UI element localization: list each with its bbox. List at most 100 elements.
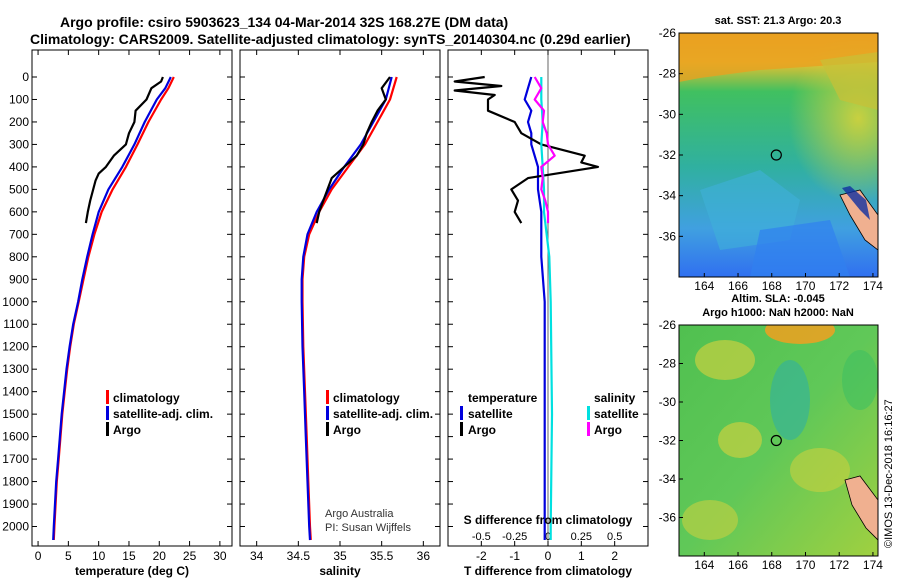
legend-swatch-s-satellite [587, 406, 590, 420]
s-tick-label: -0.5 [472, 531, 491, 543]
map-y-tick-label: -30 [659, 395, 677, 409]
figure-title-line2: Climatology: CARS2009. Satellite-adjuste… [30, 31, 631, 47]
y-tick-label: 100 [9, 92, 29, 106]
legend-swatch-t-satellite [460, 406, 463, 420]
argo-line [84, 76, 164, 224]
y-tick-label: 500 [9, 182, 29, 196]
legend-swatch-satellite [326, 406, 329, 420]
map-y-tick-label: -34 [659, 472, 677, 486]
argo-position-marker [770, 434, 782, 447]
temperature-xlabel: temperature (deg C) [75, 564, 189, 578]
salinity-xlabel: salinity [319, 564, 361, 578]
map-x-tick-label: 168 [762, 558, 782, 572]
map-y-tick-label: -32 [659, 434, 677, 448]
legend-swatch-climatology [106, 390, 109, 404]
y-tick-label: 600 [9, 205, 29, 219]
s-tick-label: -0.25 [502, 531, 527, 543]
s-tick-label: 0.25 [571, 531, 592, 543]
map-x-tick-label: 166 [728, 558, 748, 572]
map-x-tick-label: 170 [795, 279, 815, 293]
x-tick-label: -2 [476, 549, 487, 563]
legend-swatch-satellite [106, 406, 109, 420]
sla-map-title-line2: Argo h1000: NaN h2000: NaN [702, 307, 854, 319]
credit-line2: PI: Susan Wijffels [325, 522, 411, 534]
sla-map-title-line1: Altim. SLA: -0.045 [731, 293, 825, 305]
temperature-panel: 0100200300400500600700800900100011001200… [2, 49, 233, 578]
map-x-tick-label: 172 [829, 558, 849, 572]
t-difference-xlabel: T difference from climatology [464, 564, 632, 578]
map-x-tick-label: 170 [795, 558, 815, 572]
sla-field [679, 325, 878, 556]
x-tick-label: 20 [153, 549, 167, 563]
salinity-axes-box [239, 49, 441, 547]
satellite-adj-clim-line [52, 76, 172, 541]
x-tick-label: -1 [509, 549, 520, 563]
y-tick-label: 900 [9, 272, 29, 286]
difference-legend: temperature salinity satellite Argo sate… [460, 391, 639, 437]
y-tick-label: 1800 [2, 475, 29, 489]
x-tick-label: 1 [578, 549, 585, 563]
y-tick-label: 1000 [2, 295, 29, 309]
legend-label-climatology: climatology [113, 391, 180, 405]
x-tick-label: 0 [545, 549, 552, 563]
y-tick-label: 2000 [2, 520, 29, 534]
legend-label-t-argo: Argo [468, 423, 496, 437]
y-tick-label: 1700 [2, 452, 29, 466]
map-y-tick-label: -30 [659, 107, 677, 121]
legend-label-satellite: satellite-adj. clim. [333, 407, 433, 421]
salinity-argo-line [533, 76, 556, 224]
y-tick-label: 700 [9, 227, 29, 241]
legend-label-t-satellite: satellite [468, 407, 513, 421]
climatology-line [52, 76, 175, 541]
y-tick-label: 1400 [2, 385, 29, 399]
x-tick-label: 2 [611, 549, 618, 563]
sst-map-title: sat. SST: 21.3 Argo: 20.3 [715, 15, 842, 27]
y-tick-label: 1300 [2, 362, 29, 376]
s-tick-label: 0.5 [607, 531, 622, 543]
x-tick-label: 25 [183, 549, 197, 563]
temperature-satellite-line [523, 76, 546, 540]
temperature-argo-line [453, 75, 600, 224]
y-tick-label: 400 [9, 160, 29, 174]
x-tick-label: 0 [35, 549, 42, 563]
y-tick-label: 800 [9, 250, 29, 264]
sst-field [679, 33, 878, 277]
y-tick-label: 1600 [2, 430, 29, 444]
legend-label-argo: Argo [333, 423, 361, 437]
map-x-tick-label: 166 [728, 279, 748, 293]
sla-map: Altim. SLA: -0.045 Argo h1000: NaN h2000… [659, 293, 884, 572]
map-y-tick-label: -32 [659, 148, 677, 162]
imos-timestamp: ©IMOS 13-Dec-2018 16:16:27 [883, 399, 895, 548]
y-tick-label: 1200 [2, 340, 29, 354]
legend-label-s-argo: Argo [594, 423, 622, 437]
temperature-axes-box [31, 49, 233, 547]
x-tick-label: 10 [92, 549, 106, 563]
climatology-line [301, 76, 398, 541]
map-x-tick-label: 174 [863, 279, 883, 293]
s-difference-xlabel: S difference from climatology [464, 513, 633, 527]
legend-swatch-s-argo [587, 422, 590, 436]
map-y-tick-label: -28 [659, 67, 677, 81]
figure-title-line1: Argo profile: csiro 5903623_134 04-Mar-2… [60, 14, 508, 30]
map-y-tick-label: -34 [659, 189, 677, 203]
y-tick-label: 200 [9, 115, 29, 129]
legend-label-satellite: satellite-adj. clim. [113, 407, 213, 421]
legend-label-climatology: climatology [333, 391, 400, 405]
legend-header-salinity: salinity [594, 391, 636, 405]
salinity-legend: climatology satellite-adj. clim. Argo [326, 390, 433, 437]
x-tick-label: 30 [213, 549, 227, 563]
map-x-tick-label: 164 [694, 279, 714, 293]
argo-position-marker [770, 149, 782, 161]
x-tick-label: 35.5 [370, 549, 394, 563]
y-tick-label: 1100 [3, 317, 29, 331]
map-y-tick-label: -26 [659, 318, 677, 332]
legend-swatch-argo [106, 422, 109, 436]
map-y-tick-label: -28 [659, 357, 677, 371]
legend-label-s-satellite: satellite [594, 407, 639, 421]
map-x-tick-label: 174 [863, 558, 883, 572]
map-y-tick-label: -36 [659, 229, 677, 243]
difference-panel: -2 -1 0 1 2-0.5 -0.25 0 0.25 0.5 T difference fr… [447, 49, 649, 578]
legend-label-argo: Argo [113, 423, 141, 437]
map-x-tick-label: 164 [694, 558, 714, 572]
